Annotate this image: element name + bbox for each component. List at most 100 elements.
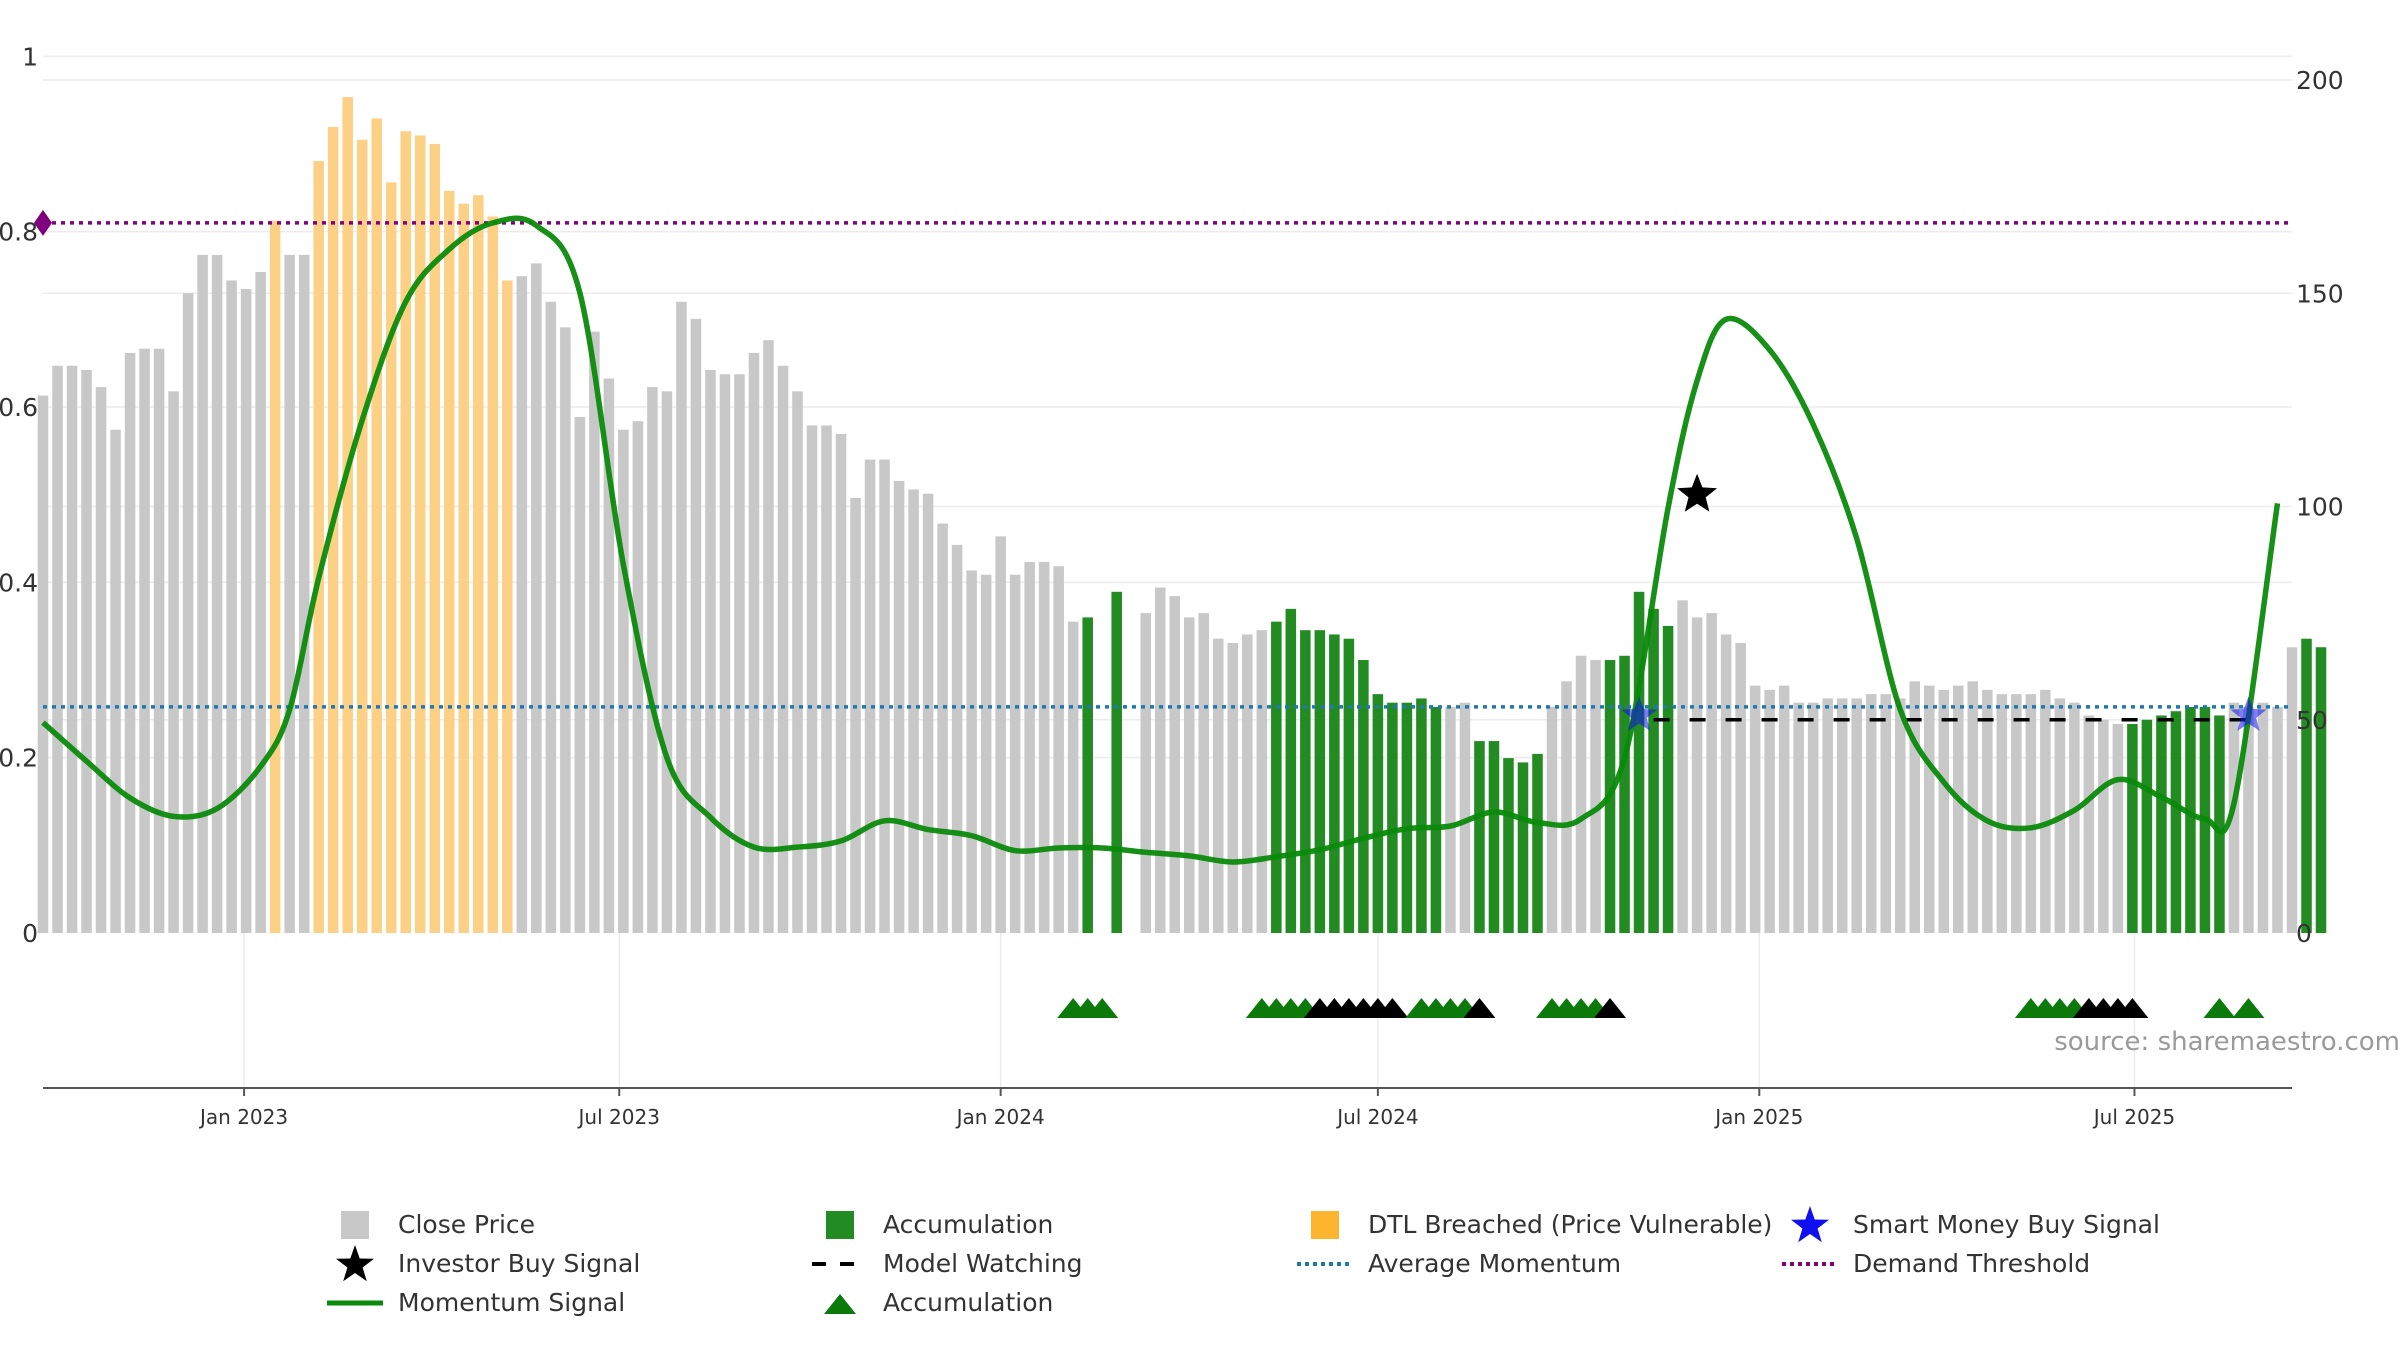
- close-price-bar: [197, 254, 208, 934]
- accumulation-triangle: [2203, 998, 2236, 1018]
- close-price-bar: [1038, 561, 1050, 933]
- close-price-bar: [168, 391, 179, 934]
- x-tick-label: Jan 2023: [198, 1105, 288, 1129]
- close-price-bar: [1691, 617, 1703, 933]
- accumulation-bar: [1416, 698, 1427, 933]
- accumulation-bar: [1329, 634, 1340, 933]
- legend-item: DTL Breached (Price Vulnerable): [1290, 1208, 1775, 1241]
- momentum-signal-line: [41, 215, 2281, 865]
- price-bars: [37, 97, 2327, 934]
- model-triangle: [1594, 998, 1627, 1018]
- legend-triangle-icon: [805, 1286, 875, 1319]
- close-price-bar: [284, 254, 295, 934]
- dtl-breached-bar: [502, 280, 513, 934]
- close-price-bar: [835, 433, 847, 933]
- signal-markers: [1057, 473, 2267, 1018]
- x-tick-label: Jul 2023: [577, 1105, 660, 1129]
- accumulation-bar: [2301, 638, 2312, 933]
- close-price-bar: [1836, 698, 1848, 933]
- close-price-bar: [37, 395, 49, 933]
- legend-label: Momentum Signal: [398, 1288, 626, 1317]
- close-price-bar: [777, 365, 789, 933]
- chart-legend: Close Price Accumulation DTL Breached (Pri…: [320, 1205, 2220, 1319]
- close-price-bar: [1967, 681, 1979, 933]
- close-price-bar: [937, 523, 948, 933]
- dtl-breached-bar: [269, 220, 281, 933]
- accumulation-bar: [1271, 621, 1282, 933]
- accumulation-bar: [1343, 638, 1355, 933]
- close-price-bar: [240, 288, 252, 933]
- dtl-breached-bar: [342, 97, 353, 933]
- close-price-bar: [153, 348, 165, 933]
- close-price-bar: [2083, 715, 2095, 933]
- close-price-bar: [66, 365, 78, 933]
- accumulation-triangle: [2232, 998, 2265, 1018]
- legend-square-icon: [320, 1208, 390, 1241]
- close-price-bar: [618, 429, 629, 933]
- close-price-bar: [1923, 685, 1935, 933]
- close-price-bar: [1793, 702, 1804, 933]
- close-price-bar: [2011, 694, 2022, 933]
- legend-item: Average Momentum: [1290, 1247, 1775, 1280]
- close-price-bar: [1256, 630, 1268, 933]
- close-price-bar: [1067, 621, 1079, 933]
- legend-star-icon: [320, 1244, 390, 1281]
- accumulation-bar: [1300, 630, 1311, 933]
- legend-line-icon: [320, 1286, 390, 1319]
- dtl-breached-bar: [473, 195, 484, 933]
- close-price-bar: [1807, 702, 1819, 933]
- accumulation-bar: [2185, 706, 2196, 933]
- close-price-bar: [139, 348, 150, 933]
- accumulation-bar: [1503, 758, 1514, 933]
- close-price-bar: [1778, 685, 1790, 933]
- close-price-bar: [95, 387, 107, 934]
- close-price-bar: [763, 340, 774, 933]
- accumulation-bar: [2156, 715, 2167, 933]
- close-price-bar: [124, 352, 136, 934]
- close-price-bar: [995, 536, 1006, 933]
- close-price-bar: [864, 459, 876, 933]
- accumulation-bar: [1358, 660, 1369, 933]
- close-price-bar: [2098, 719, 2109, 933]
- source-credit: source: sharemaestro.com: [2054, 1027, 2400, 1057]
- close-price-bar: [1764, 689, 1775, 933]
- right-axis-label: 150: [2296, 279, 2344, 308]
- dtl-breached-bar: [400, 131, 412, 933]
- close-price-bar: [2025, 694, 2037, 933]
- close-price-bar: [1546, 706, 1558, 933]
- close-price-bar: [1227, 642, 1239, 933]
- close-price-bar: [589, 331, 600, 933]
- dtl-breached-bar: [313, 161, 324, 933]
- axes: Jan 2023 Jul 2023 Jan 2024 Jul 2024 Jan 2025…: [0, 42, 2344, 1129]
- accumulation-bar: [1517, 762, 1529, 933]
- close-price-bar: [879, 459, 890, 933]
- legend-label: Accumulation: [883, 1210, 1054, 1239]
- accumulation-bar: [1648, 608, 1659, 933]
- dtl-breached-bar: [371, 118, 382, 933]
- close-price-bar: [81, 370, 92, 933]
- close-price-bar: [951, 544, 963, 933]
- smart-money-buy-signal: [1621, 696, 1658, 731]
- accumulation-bar: [2315, 647, 2327, 933]
- signal-lines: [34, 209, 2292, 865]
- close-price-bar: [1735, 642, 1746, 933]
- legend-item: Model Watching: [805, 1247, 1290, 1280]
- left-axis-label: 0.6: [0, 393, 38, 422]
- legend-item: Smart Money Buy Signal: [1775, 1205, 2260, 1242]
- dtl-breached-bar: [356, 139, 368, 933]
- close-price-bar: [821, 425, 832, 933]
- close-price-bar: [647, 387, 658, 934]
- close-price-bar: [1242, 634, 1253, 933]
- close-price-bar: [1865, 694, 1877, 933]
- close-price-bar: [226, 280, 237, 934]
- legend-item: Accumulation: [805, 1286, 1290, 1319]
- accumulation-bar: [1082, 617, 1093, 933]
- close-price-bar: [2243, 706, 2254, 933]
- legend-dashed-icon: [805, 1247, 875, 1280]
- close-price-bar: [632, 421, 644, 933]
- close-price-bar: [719, 374, 731, 933]
- legend-dotted-icon: [1775, 1247, 1845, 1280]
- left-axis-label: 0.4: [0, 568, 38, 597]
- close-price-bar: [1822, 698, 1833, 933]
- accumulation-bar: [1314, 630, 1326, 933]
